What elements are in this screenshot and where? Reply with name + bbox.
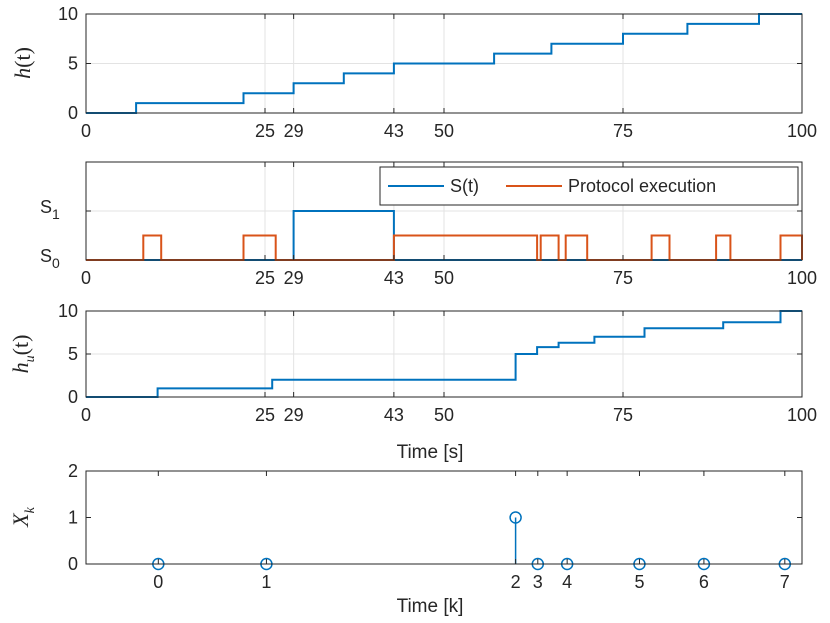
y-tick-label: 0 bbox=[68, 554, 78, 574]
plot-area bbox=[86, 471, 802, 564]
series-line-h-u-t- bbox=[86, 310, 802, 398]
series-line-h-t- bbox=[86, 13, 802, 114]
chart-s: 0 25 29 43 50 75 100 S0 S1 S(t) Protocol execution bbox=[40, 161, 817, 288]
x-tick-label: 43 bbox=[384, 121, 404, 141]
y-tick-label: 5 bbox=[68, 344, 78, 364]
x-tick-label: 29 bbox=[284, 268, 304, 288]
y-tick-label: 0 bbox=[68, 387, 78, 407]
x-tick-label: 25 bbox=[255, 405, 275, 425]
x-tick-label: 2 bbox=[511, 572, 521, 592]
y-axis-label: h(t) bbox=[10, 47, 35, 79]
x-tick-label: 7 bbox=[780, 572, 790, 592]
x-tick-label: 25 bbox=[255, 121, 275, 141]
x-tick-label: 25 bbox=[255, 268, 275, 288]
y-tick-label: 0 bbox=[68, 103, 78, 123]
chart-hu: 0 25 29 43 50 75 100 0 5 10 hu(t) Time [s] bbox=[8, 301, 817, 463]
legend-entry: Protocol execution bbox=[568, 176, 716, 196]
x-tick-label: 100 bbox=[787, 268, 817, 288]
x-axis-label: Time [s] bbox=[397, 442, 464, 463]
y-tick-label: 10 bbox=[58, 301, 78, 321]
chart-h: 0 25 29 43 50 75 100 0 5 10 h(t) bbox=[10, 4, 817, 141]
x-tick-label: 1 bbox=[261, 572, 271, 592]
legend: S(t) Protocol execution bbox=[379, 166, 799, 206]
x-tick-label: 29 bbox=[284, 121, 304, 141]
y-tick-label: 5 bbox=[68, 54, 78, 74]
legend-box bbox=[379, 166, 799, 206]
x-tick-label: 100 bbox=[787, 405, 817, 425]
x-tick-label: 100 bbox=[787, 121, 817, 141]
y-tick-label: 1 bbox=[68, 508, 78, 528]
x-tick-label: 75 bbox=[613, 268, 633, 288]
y-tick-label: 2 bbox=[68, 461, 78, 481]
x-tick-label: 0 bbox=[81, 121, 91, 141]
x-tick-label: 50 bbox=[434, 268, 454, 288]
x-tick-label: 6 bbox=[699, 572, 709, 592]
y-axis-label: hu(t) bbox=[8, 335, 38, 374]
x-tick-label: 43 bbox=[384, 405, 404, 425]
y-tick-label: 10 bbox=[58, 4, 78, 24]
x-tick-label: 4 bbox=[562, 572, 572, 592]
x-tick-label: 3 bbox=[533, 572, 543, 592]
x-tick-label: 75 bbox=[613, 121, 633, 141]
x-tick-label: 0 bbox=[81, 405, 91, 425]
y-tick-label: S0 bbox=[40, 246, 60, 271]
y-tick-label: S1 bbox=[40, 197, 60, 222]
y-axis-label: Xk bbox=[8, 506, 38, 527]
x-tick-label: 5 bbox=[634, 572, 644, 592]
x-tick-label: 50 bbox=[434, 121, 454, 141]
x-tick-label: 50 bbox=[434, 405, 454, 425]
x-tick-label: 0 bbox=[81, 268, 91, 288]
x-axis-label: Time [k] bbox=[397, 596, 464, 617]
x-tick-label: 75 bbox=[613, 405, 633, 425]
x-tick-label: 0 bbox=[153, 572, 163, 592]
stem-marker bbox=[509, 511, 522, 524]
legend-entry: S(t) bbox=[450, 176, 479, 196]
x-tick-label: 43 bbox=[384, 268, 404, 288]
x-tick-label: 29 bbox=[284, 405, 304, 425]
